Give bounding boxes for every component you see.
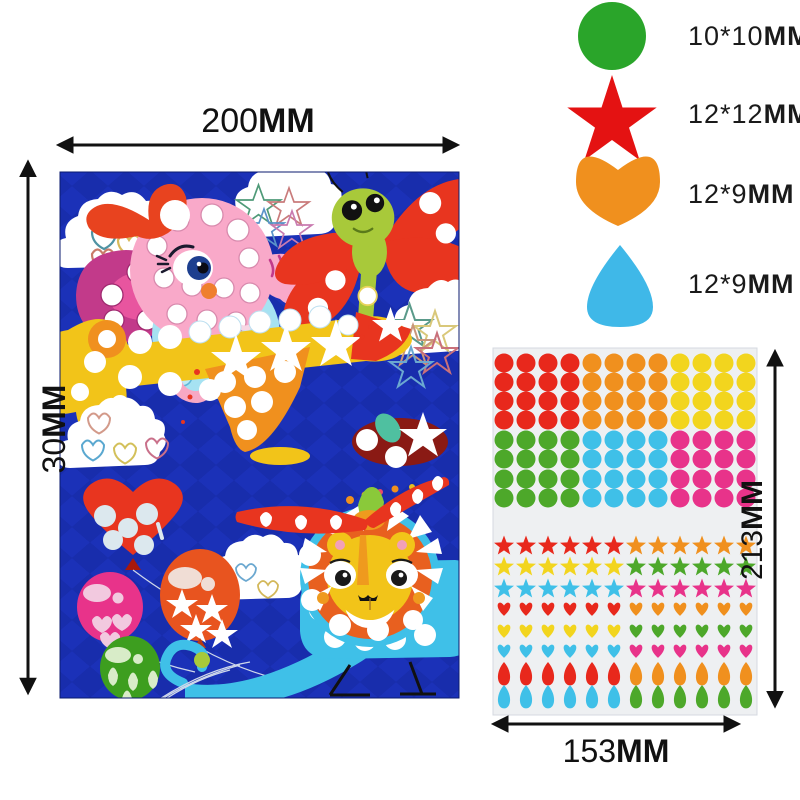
svg-text:12*12MM: 12*12MM <box>688 99 800 129</box>
svg-text:153MM: 153MM <box>563 733 670 769</box>
svg-text:200MM: 200MM <box>201 102 314 140</box>
svg-text:10*10MM: 10*10MM <box>688 21 800 51</box>
svg-text:12*9MM: 12*9MM <box>688 179 795 209</box>
svg-text:12*9MM: 12*9MM <box>688 269 795 299</box>
svg-text:30MM: 30MM <box>36 385 72 474</box>
svg-text:213MM: 213MM <box>736 480 769 580</box>
